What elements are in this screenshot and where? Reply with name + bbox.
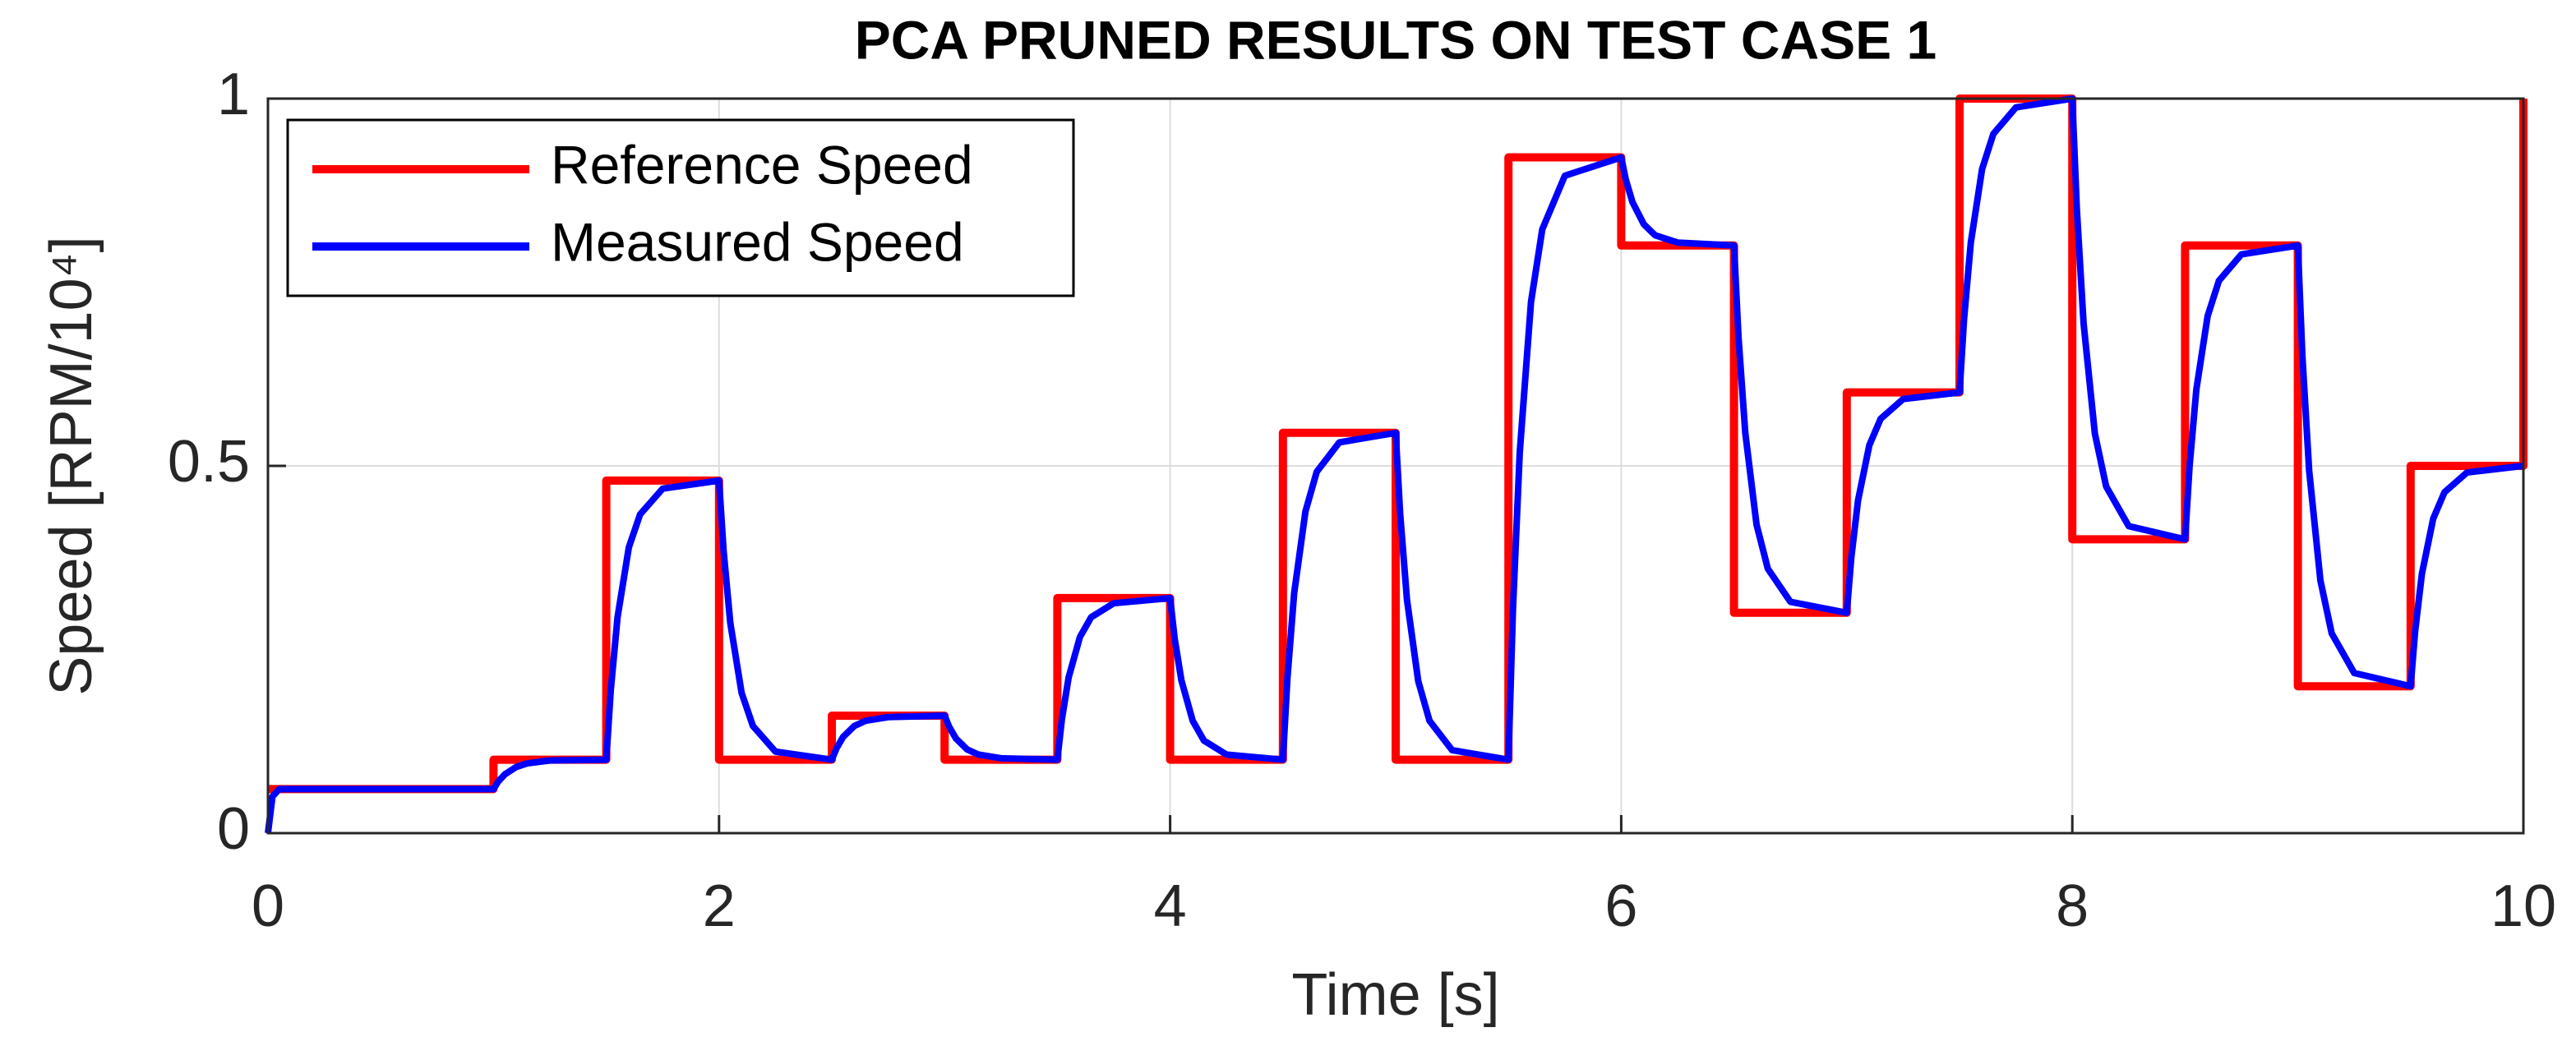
x-tick-label: 8: [2056, 873, 2089, 939]
y-tick-label: 1: [217, 62, 250, 127]
x-axis-label: Time [s]: [1291, 962, 1499, 1028]
y-tick-label: 0: [217, 796, 250, 862]
legend-label: Measured Speed: [551, 211, 964, 272]
x-tick-label: 10: [2491, 873, 2556, 939]
x-tick-label: 6: [1604, 873, 1637, 939]
y-axis-label: Speed [RPM/10⁴]: [39, 236, 104, 695]
x-tick-label: 0: [252, 873, 284, 939]
plot-frame: [266, 97, 2525, 835]
legend-label: Reference Speed: [551, 134, 973, 195]
x-tick-label: 2: [703, 873, 736, 939]
chart-title: PCA PRUNED RESULTS ON TEST CASE 1: [855, 9, 1937, 70]
x-tick-label: 4: [1154, 873, 1187, 939]
legend-box: [286, 118, 1075, 297]
y-tick-label: 0.5: [168, 429, 250, 495]
data-line: [265, 95, 2524, 834]
